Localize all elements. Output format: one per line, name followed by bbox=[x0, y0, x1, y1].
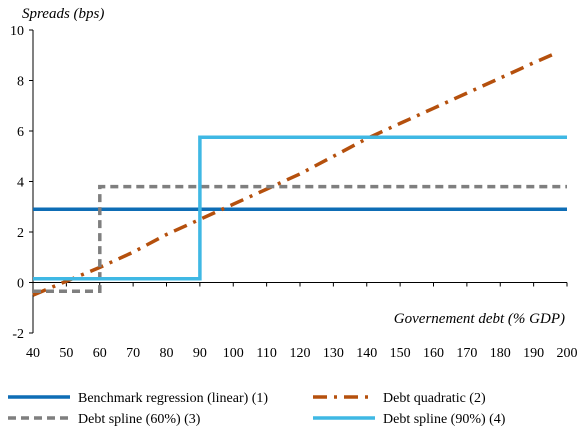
series-line-2 bbox=[32, 51, 558, 297]
axes bbox=[32, 30, 567, 333]
y-tick-label: 10 bbox=[10, 24, 24, 39]
x-tick-label: 200 bbox=[557, 346, 578, 361]
x-axis-title: Governement debt (% GDP) bbox=[394, 311, 565, 327]
legend: Benchmark regression (linear) (1) Debt qu… bbox=[8, 391, 506, 427]
x-tick-label: 150 bbox=[390, 346, 411, 361]
x-tick-label: 140 bbox=[356, 346, 377, 361]
x-tick-label: 190 bbox=[523, 346, 544, 361]
x-tick-label: 100 bbox=[223, 346, 244, 361]
x-tick-label: 180 bbox=[490, 346, 511, 361]
x-tick-label: 40 bbox=[26, 346, 40, 361]
x-tick-label: 50 bbox=[59, 346, 73, 361]
x-tick-label: 90 bbox=[193, 346, 207, 361]
x-tick-label: 170 bbox=[456, 346, 477, 361]
y-tick-label: -2 bbox=[12, 327, 24, 342]
x-tick-label: 70 bbox=[126, 346, 140, 361]
y-axis-title: Spreads (bps) bbox=[22, 6, 104, 22]
ticks: -2 0 2 4 6 8 10 40 50 60 70 80 90 100 110 120 130 140 150 1… bbox=[10, 24, 578, 361]
x-tick-label: 120 bbox=[290, 346, 311, 361]
y-tick-label: 2 bbox=[17, 226, 24, 241]
series-line-4 bbox=[33, 135, 567, 281]
y-tick-label: 0 bbox=[17, 277, 24, 292]
legend-label-2: Debt quadratic (2) bbox=[383, 391, 486, 406]
legend-label-1: Benchmark regression (linear) (1) bbox=[78, 391, 268, 406]
series-group bbox=[32, 51, 567, 297]
legend-label-4: Debt spline (90%) (4) bbox=[383, 412, 506, 427]
x-tick-label: 80 bbox=[160, 346, 174, 361]
x-tick-label: 60 bbox=[93, 346, 107, 361]
x-tick-label: 160 bbox=[423, 346, 444, 361]
y-tick-label: 8 bbox=[17, 75, 24, 90]
x-tick-label: 110 bbox=[256, 346, 276, 361]
y-tick-label: 6 bbox=[17, 125, 24, 140]
x-tick-label: 130 bbox=[323, 346, 344, 361]
legend-label-3: Debt spline (60%) (3) bbox=[78, 412, 201, 427]
y-tick-label: 4 bbox=[17, 176, 24, 191]
series-line-3 bbox=[33, 184, 567, 294]
